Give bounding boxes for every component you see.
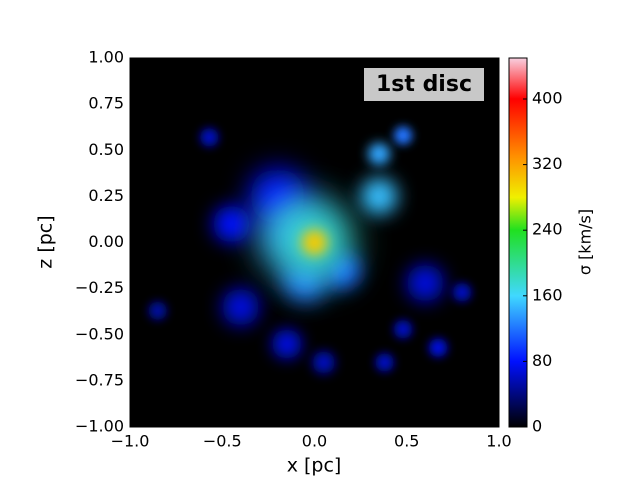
heat-blob bbox=[368, 142, 391, 166]
heat-blob bbox=[393, 126, 413, 145]
heatmap bbox=[148, 126, 472, 374]
colorbar-tick-label: 160 bbox=[532, 285, 563, 304]
colorbar-tick-label: 400 bbox=[532, 89, 563, 108]
y-tick-label: −0.25 bbox=[75, 278, 124, 297]
heat-blob bbox=[428, 338, 448, 357]
y-axis-label: z [pc] bbox=[35, 215, 57, 268]
x-tick-label: 0.0 bbox=[302, 432, 327, 451]
heat-blob bbox=[200, 128, 219, 147]
y-tick-label: 0.25 bbox=[88, 186, 124, 205]
annotation-box bbox=[364, 68, 484, 101]
x-axis-label: x [pc] bbox=[287, 455, 342, 477]
heat-blob bbox=[301, 229, 328, 256]
colorbar-tick-label: 0 bbox=[532, 417, 542, 436]
y-tick-label: −0.50 bbox=[75, 324, 124, 343]
heat-blob bbox=[393, 319, 413, 339]
colorbar-label: σ [km/s] bbox=[576, 209, 595, 275]
annotation: 1st disc bbox=[376, 72, 472, 97]
colorbar bbox=[508, 57, 528, 428]
heat-blob bbox=[406, 264, 444, 302]
heat-blob bbox=[222, 288, 260, 326]
y-tick-label: −1.00 bbox=[75, 417, 124, 436]
heat-blob bbox=[213, 205, 250, 243]
heat-blob bbox=[360, 177, 398, 215]
x-tick-label: −0.5 bbox=[203, 432, 242, 451]
y-tick-label: 1.00 bbox=[88, 48, 124, 67]
y-tick-label: 0.00 bbox=[88, 232, 124, 251]
heat-blob bbox=[272, 329, 302, 359]
x-tick-label: 1.0 bbox=[486, 432, 511, 451]
colorbar-tick-label: 240 bbox=[532, 220, 563, 239]
heat-blob bbox=[148, 301, 167, 320]
colorbar-tick-label: 320 bbox=[532, 154, 563, 173]
y-tick-label: 0.50 bbox=[88, 140, 124, 159]
x-tick-label: 0.5 bbox=[394, 432, 419, 451]
y-tick-label: −0.75 bbox=[75, 370, 124, 389]
y-tick-label: 0.75 bbox=[88, 94, 124, 113]
heat-blob bbox=[312, 351, 335, 374]
heat-blob bbox=[452, 283, 472, 302]
heat-blob bbox=[375, 353, 394, 372]
colorbar-tick-label: 80 bbox=[532, 351, 552, 370]
x-tick-label: −1.0 bbox=[111, 432, 150, 451]
